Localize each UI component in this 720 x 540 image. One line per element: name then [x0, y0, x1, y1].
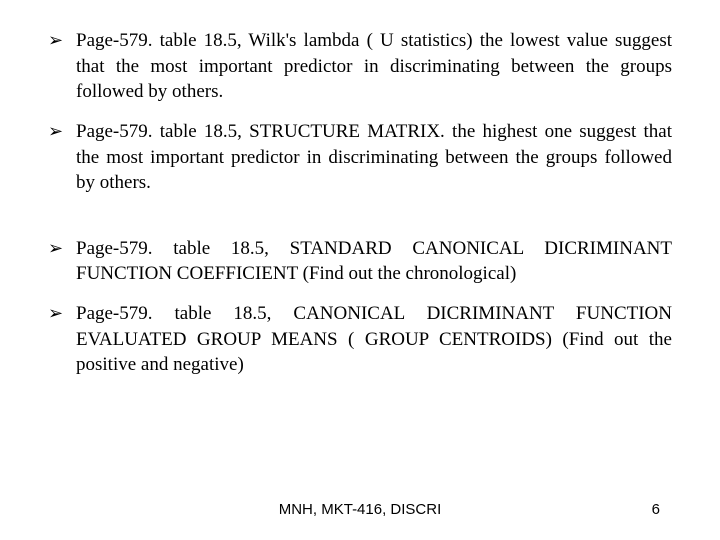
- footer-center-text: MNH, MKT-416, DISCRI: [279, 501, 442, 518]
- bullet-text: Page-579. table 18.5, STANDARD CANONICAL…: [76, 238, 672, 285]
- page-number: 6: [652, 501, 660, 518]
- footer: MNH, MKT-416, DISCRI 6: [0, 501, 720, 518]
- bullet-item: Page-579. table 18.5, STRUCTURE MATRIX. …: [48, 119, 672, 196]
- bullet-text: Page-579. table 18.5, Wilk's lambda ( U …: [76, 30, 672, 102]
- bullet-item: Page-579. table 18.5, CANONICAL DICRIMIN…: [48, 301, 672, 378]
- bullet-text: Page-579. table 18.5, STRUCTURE MATRIX. …: [76, 121, 672, 193]
- bullet-item: Page-579. table 18.5, Wilk's lambda ( U …: [48, 28, 672, 105]
- bullet-item: Page-579. table 18.5, STANDARD CANONICAL…: [48, 236, 672, 287]
- bullet-list: Page-579. table 18.5, Wilk's lambda ( U …: [48, 28, 672, 378]
- bullet-text: Page-579. table 18.5, CANONICAL DICRIMIN…: [76, 303, 672, 375]
